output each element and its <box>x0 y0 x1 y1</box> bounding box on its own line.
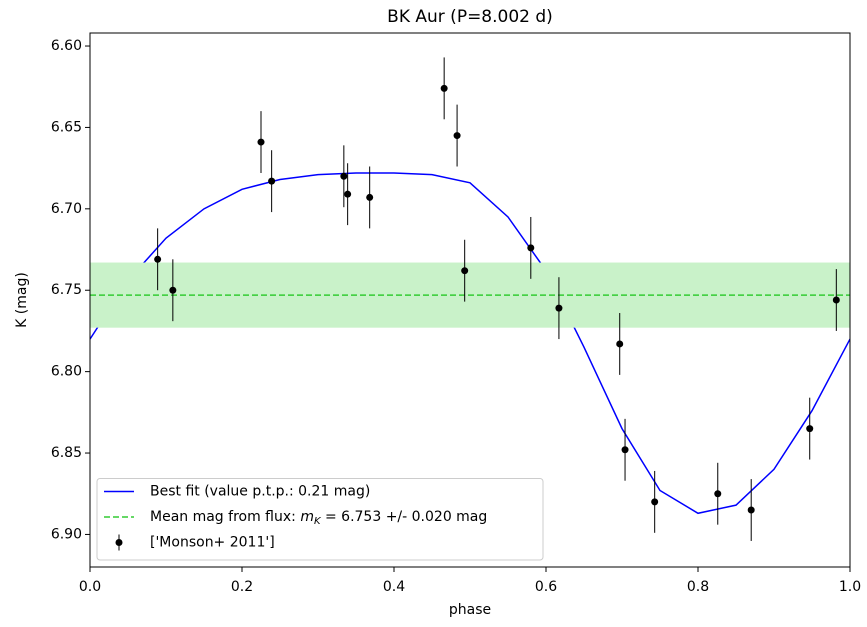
data-point <box>154 255 162 263</box>
plot-frame <box>89 32 851 568</box>
x-tick-label: 0.6 <box>535 579 557 595</box>
fit-line <box>90 172 850 515</box>
x-tick-label: 0.2 <box>231 579 253 595</box>
data-point <box>257 138 265 146</box>
data-point <box>268 177 276 185</box>
y-tick-label: 6.70 <box>51 201 82 217</box>
data-point <box>169 286 177 294</box>
data-point <box>651 498 659 506</box>
data-point <box>616 340 624 348</box>
data-point <box>747 506 755 514</box>
data-point <box>340 172 348 180</box>
data-point <box>440 84 448 92</box>
y-tick-label: 6.65 <box>51 119 82 135</box>
x-axis-label: phase <box>449 602 491 618</box>
x-tick-label: 0.0 <box>79 579 101 595</box>
x-tick-label: 0.4 <box>383 579 405 595</box>
y-tick-label: 6.60 <box>51 38 82 54</box>
y-tick-label: 6.75 <box>51 282 82 298</box>
chart-title: BK Aur (P=8.002 d) <box>387 7 553 27</box>
legend-label: ['Monson+ 2011'] <box>150 535 275 551</box>
data-point <box>344 190 352 198</box>
x-tick-label: 1.0 <box>839 579 861 595</box>
data-point <box>555 304 563 312</box>
y-tick-label: 6.85 <box>51 445 82 461</box>
legend-marker <box>115 539 123 546</box>
legend-box <box>96 478 544 561</box>
plot-area <box>90 57 850 541</box>
data-point <box>714 490 722 498</box>
y-axis-label: K (mag) <box>14 272 30 328</box>
data-point <box>527 244 535 252</box>
data-point <box>832 296 840 304</box>
y-tick-label: 6.90 <box>51 526 82 542</box>
data-point <box>461 267 469 275</box>
data-point <box>621 446 629 454</box>
x-tick-label: 0.8 <box>687 579 709 595</box>
legend-label: Best fit (value p.t.p.: 0.21 mag) <box>150 484 370 500</box>
y-tick-label: 6.80 <box>51 364 82 380</box>
data-point <box>366 193 374 201</box>
data-point <box>806 425 814 433</box>
data-point <box>453 132 461 140</box>
legend-label: Mean mag from flux: mK = 6.753 +/- 0.020… <box>150 509 487 527</box>
